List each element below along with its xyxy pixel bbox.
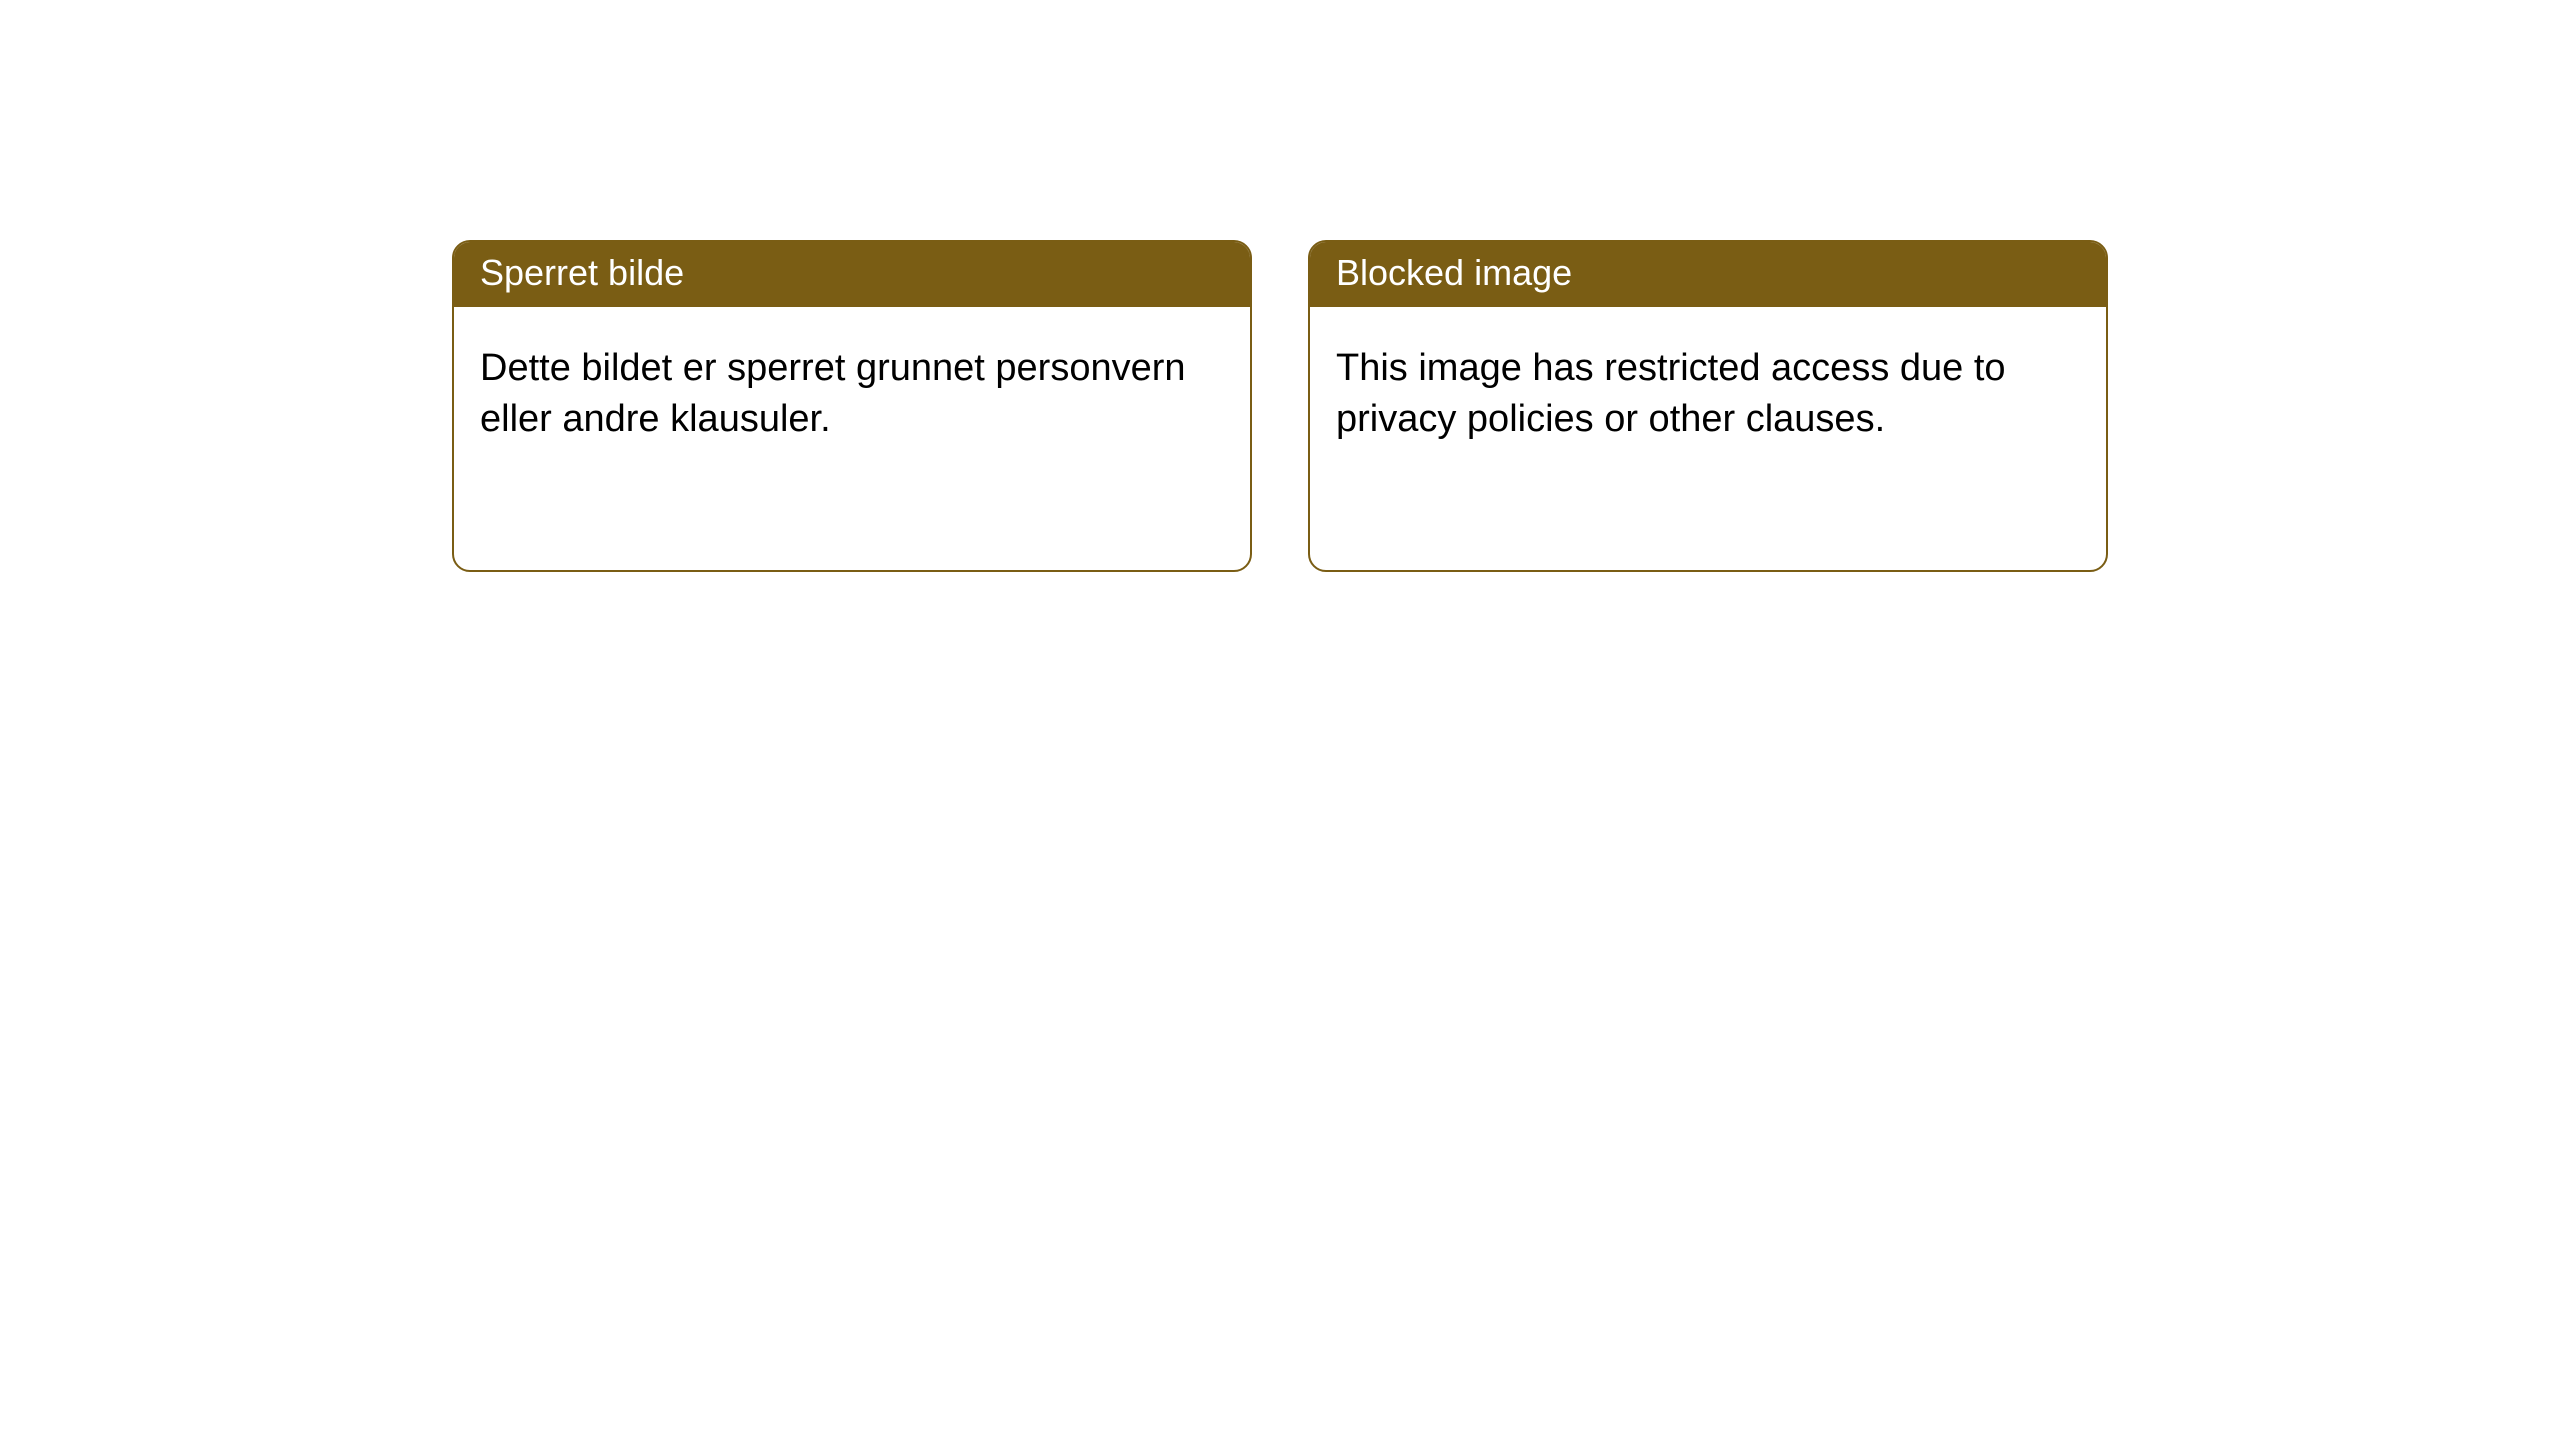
- notice-header-norwegian: Sperret bilde: [454, 242, 1250, 307]
- notice-container: Sperret bilde Dette bildet er sperret gr…: [0, 0, 2560, 572]
- notice-body-norwegian: Dette bildet er sperret grunnet personve…: [454, 307, 1250, 472]
- notice-header-english: Blocked image: [1310, 242, 2106, 307]
- notice-card-english: Blocked image This image has restricted …: [1308, 240, 2108, 572]
- notice-card-norwegian: Sperret bilde Dette bildet er sperret gr…: [452, 240, 1252, 572]
- notice-body-english: This image has restricted access due to …: [1310, 307, 2106, 472]
